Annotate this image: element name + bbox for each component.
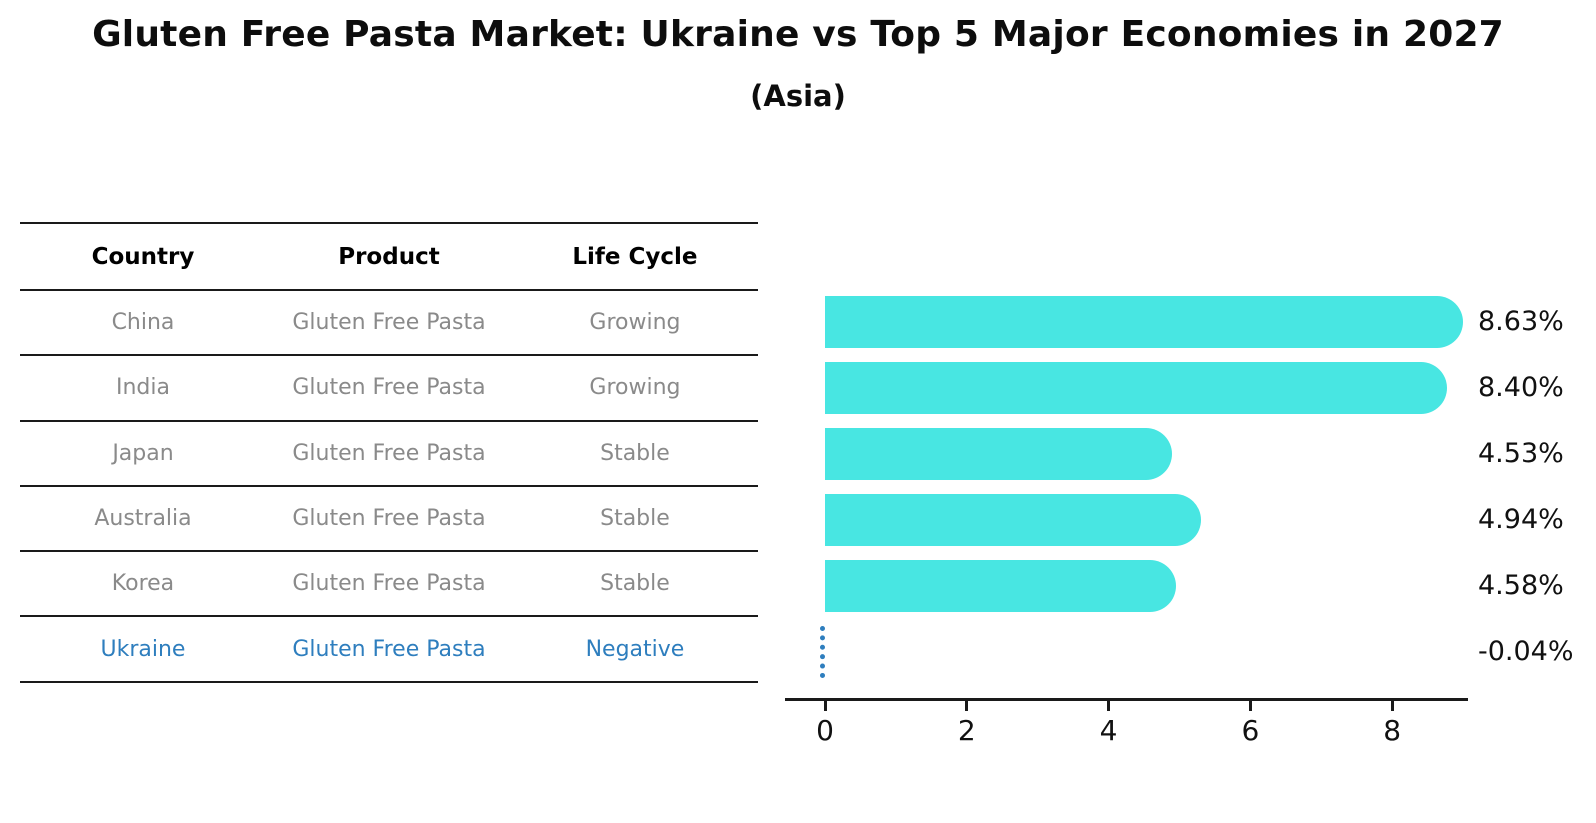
value-label-japan: 4.53%: [1478, 438, 1564, 469]
country-cell: Ukraine: [100, 636, 186, 662]
product-cell: Gluten Free Pasta: [292, 310, 486, 336]
lifecycle-cell: Negative: [585, 636, 685, 662]
country-cell: Australia: [94, 506, 192, 532]
x-tick-mark-8: [1390, 701, 1394, 711]
x-tick-mark-4: [1107, 701, 1111, 711]
lifecycle-cell: Stable: [600, 571, 670, 597]
x-tick-label-4: 4: [1099, 714, 1118, 747]
value-label-china: 8.63%: [1478, 306, 1564, 337]
column-header-product: Product: [338, 243, 440, 270]
table-header-row: Country Product Life Cycle: [20, 224, 758, 291]
country-cell: Japan: [112, 440, 174, 466]
column-header-lifecycle: Life Cycle: [572, 243, 698, 270]
value-label-korea: 4.58%: [1478, 570, 1564, 601]
bar-chart: 8.63% 8.40% 4.53% 4.94% 4.58% -0.04% 0 2 4 6 8: [785, 280, 1596, 780]
value-label-australia: 4.94%: [1478, 504, 1564, 535]
table-row-india: India Gluten Free Pasta Growing: [20, 356, 758, 422]
x-tick-mark-0: [823, 701, 827, 711]
page-subtitle: (Asia): [750, 79, 846, 113]
bar-ukraine-negative-marker: [819, 626, 825, 678]
x-tick-mark-6: [1248, 701, 1252, 711]
product-cell: Gluten Free Pasta: [292, 636, 486, 662]
lifecycle-cell: Growing: [589, 375, 681, 401]
product-cell: Gluten Free Pasta: [292, 506, 486, 532]
x-tick-label-2: 2: [957, 714, 976, 747]
table-row-australia: Australia Gluten Free Pasta Stable: [20, 487, 758, 553]
value-label-india: 8.40%: [1478, 372, 1564, 403]
country-cell: China: [111, 310, 175, 336]
lifecycle-cell: Stable: [600, 506, 670, 532]
country-cell: Korea: [111, 571, 175, 597]
x-tick-mark-2: [965, 701, 969, 711]
page-title: Gluten Free Pasta Market: Ukraine vs Top…: [92, 14, 1504, 55]
x-axis-line: [785, 698, 1468, 701]
product-cell: Gluten Free Pasta: [292, 375, 486, 401]
bar-india: [825, 362, 1447, 414]
table-body: China Gluten Free Pasta Growing India Gluten…: [20, 291, 758, 683]
country-cell: India: [115, 375, 170, 401]
comparison-table: Country Product Life Cycle China Gluten F…: [20, 222, 758, 683]
x-tick-label-8: 8: [1383, 714, 1402, 747]
bar-japan: [825, 428, 1173, 480]
lifecycle-cell: Growing: [589, 310, 681, 336]
bar-australia: [825, 494, 1202, 546]
table-row-ukraine: Ukraine Gluten Free Pasta Negative: [20, 617, 758, 683]
lifecycle-cell: Stable: [600, 440, 670, 466]
product-cell: Gluten Free Pasta: [292, 440, 486, 466]
product-cell: Gluten Free Pasta: [292, 571, 486, 597]
table-row-china: China Gluten Free Pasta Growing: [20, 291, 758, 357]
value-label-ukraine: -0.04%: [1478, 636, 1574, 667]
table-row-japan: Japan Gluten Free Pasta Stable: [20, 422, 758, 487]
x-tick-label-0: 0: [816, 714, 834, 747]
bar-korea: [825, 560, 1176, 612]
x-tick-label-6: 6: [1241, 714, 1260, 747]
column-header-country: Country: [91, 243, 195, 270]
table-row-korea: Korea Gluten Free Pasta Stable: [20, 552, 758, 618]
bar-china: [825, 296, 1463, 348]
